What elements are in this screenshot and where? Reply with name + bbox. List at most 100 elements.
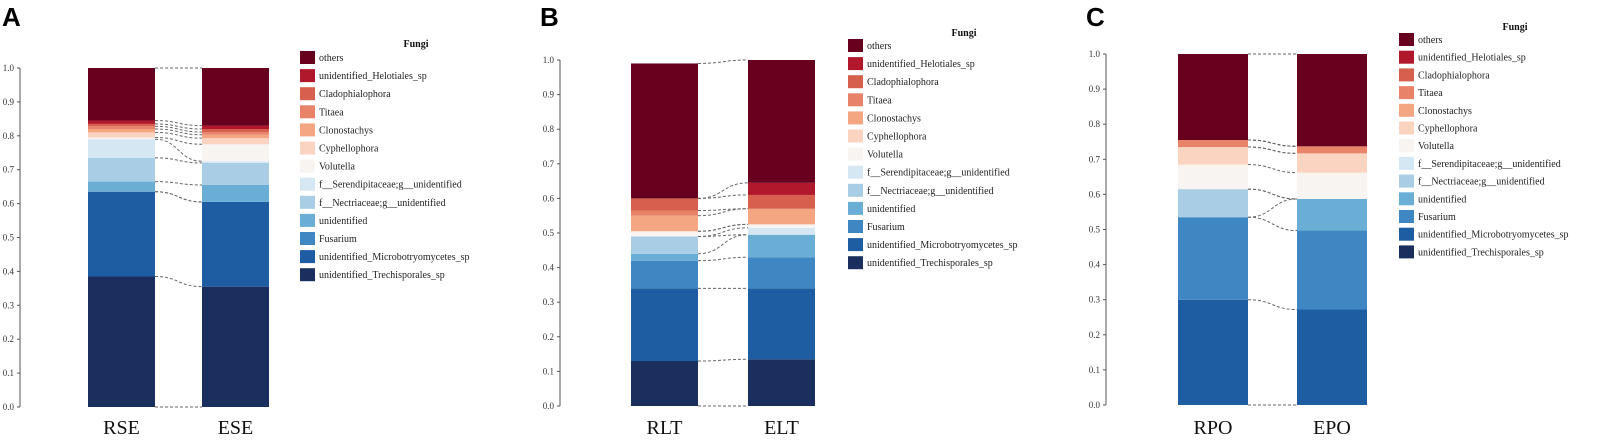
legend-swatch-volutella xyxy=(300,159,315,173)
legend-label: unidentified_Microbotryomycetes_sp xyxy=(867,240,1018,251)
bar-segment-ese-cyphellophora xyxy=(202,138,269,145)
legend-swatch-others xyxy=(848,39,863,52)
bar-segment-rpo-f-nectriaceae-g-unidentified xyxy=(1178,189,1248,218)
y-tick-label: 0.6 xyxy=(3,199,15,209)
bar-segment-rse-unidentified xyxy=(88,181,155,192)
y-tick-label: 0.2 xyxy=(1089,330,1100,340)
y-tick-label: 0.2 xyxy=(543,332,554,342)
bar-segment-rse-unidentified-trechisporales-sp xyxy=(88,276,155,407)
y-tick-label: 0.4 xyxy=(543,263,555,273)
legend-swatch-cyphellophora xyxy=(300,141,315,155)
legend-swatch-titaea xyxy=(1399,86,1414,100)
bar-segment-epo-volutella xyxy=(1297,172,1367,199)
category-label: ESE xyxy=(218,417,254,439)
stack-connector xyxy=(697,59,749,64)
legend-swatch-unidentified-microbotryomycetes-sp xyxy=(1399,227,1414,241)
legend-swatch-f-nectriaceae-g-unidentified xyxy=(300,195,315,209)
panel-letter: C xyxy=(1086,2,1105,32)
legend-swatch-f-serendipitaceae-g-unidentified xyxy=(300,177,315,191)
bar-segment-rpo-unidentified-microbotryomycetes-sp xyxy=(1178,299,1248,405)
legend-label: Cyphellophora xyxy=(867,132,927,143)
bar-segment-rlt-f-nectriaceae-g-unidentified xyxy=(631,236,698,254)
bar-segment-rlt-unidentified xyxy=(631,253,698,261)
legend-label: unidentified_Trechisporales_sp xyxy=(1418,247,1544,258)
stack-connector xyxy=(154,275,203,288)
bar-segment-elt-f-serendipitaceae-g-unidentified xyxy=(748,227,815,235)
legend-swatch-clonostachys xyxy=(1399,103,1414,117)
bar-segment-epo-titaea xyxy=(1297,146,1367,154)
legend-swatch-titaea xyxy=(848,93,863,107)
stack-connector xyxy=(697,358,749,362)
legend-label: f__Nectriaceae;g__unidentified xyxy=(1418,177,1545,188)
legend-swatch-volutella xyxy=(848,147,863,161)
legend-label: Cladophialophora xyxy=(1418,70,1490,81)
legend-label: Volutella xyxy=(319,162,355,173)
y-tick-label: 0.8 xyxy=(543,124,555,134)
stack-connector xyxy=(154,136,203,145)
y-tick-label: 0.0 xyxy=(3,402,15,412)
stack-connector xyxy=(1247,139,1298,147)
bar-segment-rpo-cyphellophora xyxy=(1178,147,1248,165)
legend-swatch-unidentified-microbotryomycetes-sp xyxy=(848,238,863,252)
legend-label: unidentified_Microbotryomycetes_sp xyxy=(319,252,470,263)
stack-connector xyxy=(1247,139,1298,147)
stack-connector xyxy=(1247,164,1298,174)
bar-segment-elt-others xyxy=(748,60,815,183)
bar-segment-rse-volutella xyxy=(88,137,155,140)
legend-label: unidentified_Helotiales_sp xyxy=(1418,53,1526,64)
legend-swatch-unidentified-helotiales-sp xyxy=(1399,50,1414,64)
legend-label: unidentified_Helotiales_sp xyxy=(319,71,427,82)
legend-swatch-unidentified-trechisporales-sp xyxy=(300,268,315,282)
legend-title: Fungi xyxy=(403,39,428,50)
y-tick-label: 0.9 xyxy=(543,90,555,100)
stack-connector xyxy=(1247,139,1298,147)
bar-segment-ese-clonostachys xyxy=(202,134,269,139)
bar-segment-ese-others xyxy=(202,68,269,126)
y-tick-label: 0.5 xyxy=(543,228,555,238)
stack-connector xyxy=(154,120,203,127)
legend-label: Cyphellophora xyxy=(319,144,379,155)
legend-label: Clonostachys xyxy=(867,113,921,124)
stack-connector xyxy=(154,181,203,186)
stack-connector xyxy=(697,256,749,262)
stack-connector xyxy=(1247,198,1298,218)
legend-label: unidentified xyxy=(319,216,367,227)
bar-segment-rlt-clonostachys xyxy=(631,215,698,232)
bar-segment-elt-fusarium xyxy=(748,257,815,289)
chart-panel-c: C 0.0 0.1 0.2 0.3 0.4 0.5 0.6 0.7 0.8 0.9 1.0 RPO EPO… xyxy=(1086,2,1569,439)
legend-swatch-fusarium xyxy=(848,220,863,233)
bar-segment-rlt-titaea xyxy=(631,210,698,216)
bar-segment-epo-unidentified xyxy=(1297,198,1367,231)
bar-segment-ese-unidentified xyxy=(202,184,269,202)
legend-swatch-unidentified xyxy=(848,201,863,215)
bar-segment-rse-cyphellophora xyxy=(88,132,155,138)
legend-swatch-f-nectriaceae-g-unidentified xyxy=(848,183,863,197)
stack-connector xyxy=(697,208,749,212)
legend-swatch-cladophialophora xyxy=(848,75,863,89)
y-tick-label: 0.7 xyxy=(543,159,555,169)
legend-swatch-unidentified-trechisporales-sp xyxy=(848,256,863,270)
legend-swatch-others xyxy=(1399,33,1414,46)
bar-segment-elt-cladophialophora xyxy=(748,194,815,209)
chart-panel-a: A 0.0 0.1 0.2 0.3 0.4 0.5 0.6 0.7 0.8 0.9 1.0 RSE ESE… xyxy=(2,2,470,439)
legend-swatch-unidentified-trechisporales-sp xyxy=(1399,245,1414,259)
legend-swatch-f-serendipitaceae-g-unidentified xyxy=(848,165,863,179)
bar-segment-rlt-others xyxy=(631,63,698,199)
y-tick-label: 0.8 xyxy=(3,131,15,141)
bar-segment-rse-unidentified-helotiales-sp xyxy=(88,120,155,124)
bar-segment-rlt-fusarium xyxy=(631,260,698,289)
stack-connector xyxy=(154,128,203,136)
bar-segment-rse-f-serendipitaceae-g-unidentified xyxy=(88,139,155,158)
bar-segment-ese-volutella xyxy=(202,144,269,162)
legend-label: Titaea xyxy=(1418,88,1443,99)
legend-label: others xyxy=(867,41,892,52)
bar-segment-rpo-fusarium xyxy=(1178,217,1248,300)
stack-connector xyxy=(1247,146,1298,154)
bar-segment-ese-unidentified-helotiales-sp xyxy=(202,125,269,130)
y-tick-label: 0.7 xyxy=(3,165,15,175)
bar-segment-ese-unidentified-microbotryomycetes-sp xyxy=(202,201,269,287)
legend-swatch-f-serendipitaceae-g-unidentified xyxy=(1399,156,1414,170)
legend-label: Clonostachys xyxy=(319,125,373,136)
legend-label: Fusarium xyxy=(319,234,357,245)
